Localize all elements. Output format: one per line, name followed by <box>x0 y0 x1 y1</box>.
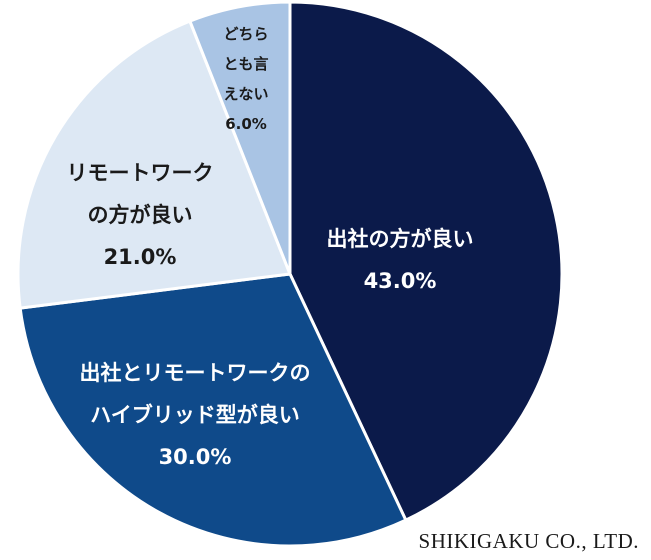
pie-slice-2 <box>16 19 293 310</box>
pie-value-label-1: 30.0% <box>159 445 232 469</box>
pie-value-label-2: 21.0% <box>104 245 177 269</box>
pie-category-label-2-line-0: リモートワーク <box>67 161 214 185</box>
pie-category-label-3-line-2: えない <box>223 85 268 103</box>
pie-value-label-3: 6.0% <box>225 115 267 133</box>
pie-slice-0 <box>288 0 564 523</box>
pie-category-label-3-line-0: どちら <box>223 25 268 43</box>
pie-category-label-1-line-1: ハイブリッド型が良い <box>90 403 300 427</box>
pie-slice-1 <box>18 272 408 548</box>
pie-slices <box>16 0 564 548</box>
copyright-credit: SHIKIGAKU CO., LTD. <box>418 529 639 553</box>
pie-category-label-0-line-0: 出社の方が良い <box>327 227 474 251</box>
pie-value-label-0: 43.0% <box>364 269 437 293</box>
pie-category-label-2-line-1: の方が良い <box>88 203 193 227</box>
pie-category-label-3-line-1: とも言 <box>223 55 268 73</box>
pie-slice-3 <box>187 0 292 275</box>
pie-category-label-1-line-0: 出社とリモートワークの <box>80 361 311 385</box>
